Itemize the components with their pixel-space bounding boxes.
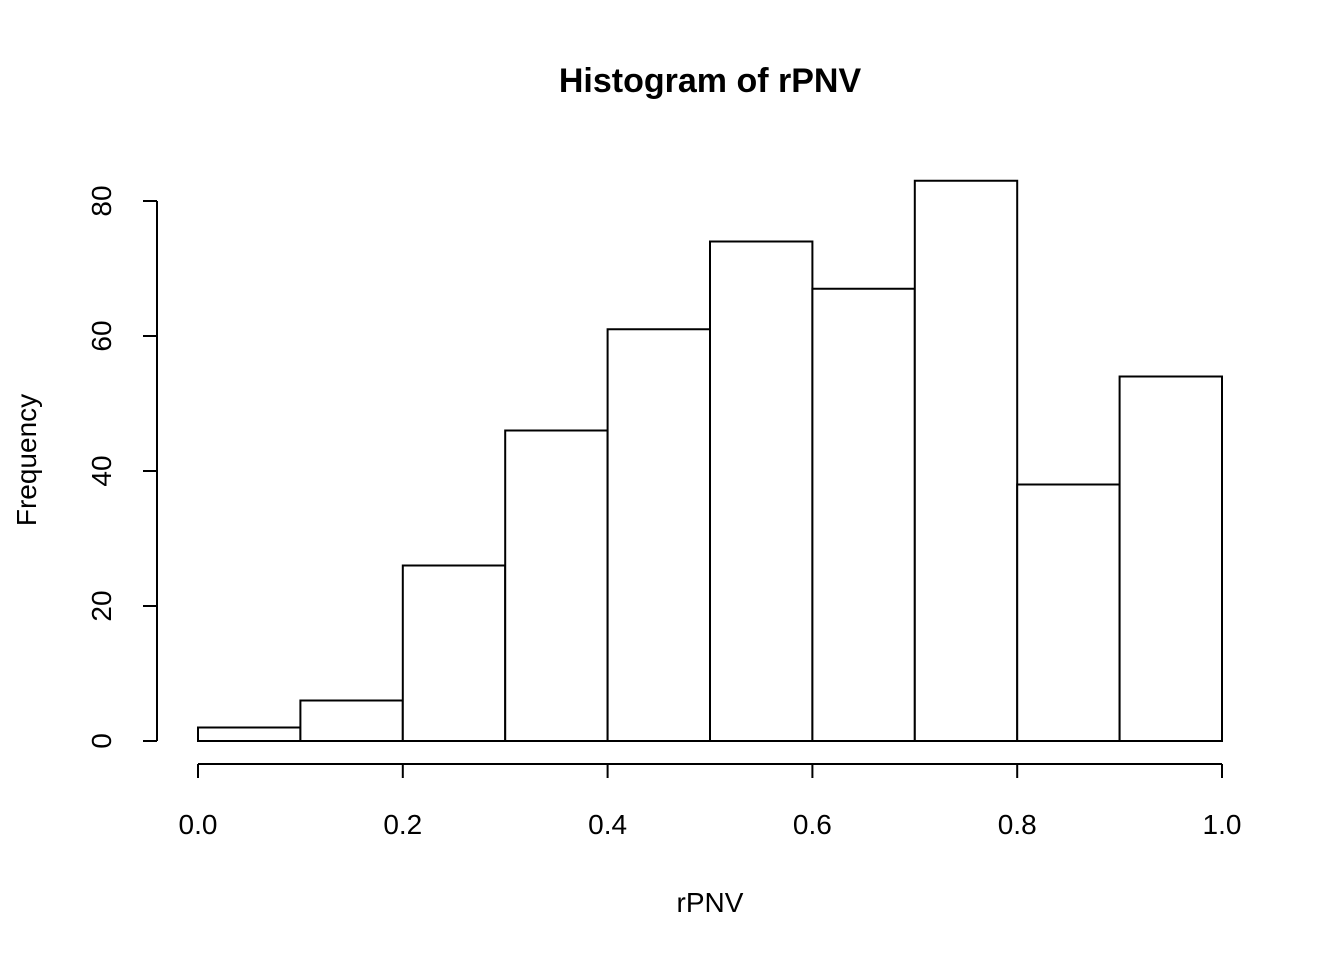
y-tick-label: 20	[86, 590, 117, 621]
x-tick-label: 0.4	[588, 809, 627, 840]
y-tick-label: 80	[86, 185, 117, 216]
y-tick-label: 40	[86, 455, 117, 486]
x-tick-label: 1.0	[1203, 809, 1242, 840]
x-axis-label: rPNV	[677, 887, 744, 918]
histogram-bar	[913, 179, 1019, 742]
histogram-bar	[299, 699, 404, 742]
histogram-bar	[1118, 375, 1223, 742]
histogram-bar	[811, 287, 916, 742]
y-tick-label: 60	[86, 320, 117, 351]
x-tick-label: 0.2	[383, 809, 422, 840]
histogram-bar	[606, 328, 711, 742]
x-tick-label: 0.8	[998, 809, 1037, 840]
chart-title: Histogram of rPNV	[559, 62, 862, 100]
histogram-bar	[709, 240, 814, 742]
y-axis-label: Frequency	[11, 394, 42, 526]
histogram-bars	[197, 179, 1223, 742]
histogram-bar	[504, 429, 609, 742]
histogram-bar	[1016, 483, 1121, 742]
histogram-bar	[197, 726, 302, 742]
x-axis: 0.0 0.2 0.4 0.6 0.8 1.0	[179, 763, 1242, 840]
x-tick-label: 0.6	[793, 809, 832, 840]
y-tick-label: 0	[86, 733, 117, 749]
y-axis: 0 20 40 60 80	[86, 185, 158, 749]
x-tick-label: 0.0	[179, 809, 218, 840]
histogram-bar	[401, 564, 507, 742]
